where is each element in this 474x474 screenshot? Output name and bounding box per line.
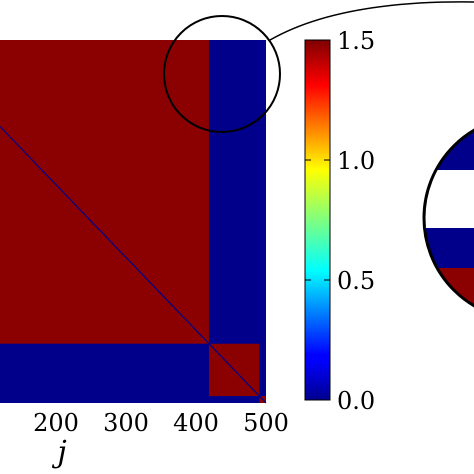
zoom-circle — [163, 15, 281, 133]
colorbar-tick-label: 0.0 — [337, 387, 375, 415]
zoom-inset — [422, 116, 474, 320]
colorbar: 0.0 0.5 1.0 1.5 — [304, 27, 375, 415]
x-tick-label: 400 — [173, 409, 219, 437]
zoom-connector-line — [269, 1, 474, 41]
x-tick-label: 500 — [243, 409, 289, 437]
x-tick-label: 300 — [103, 409, 149, 437]
inset-band-blue-1 — [424, 132, 474, 170]
colorbar-frame — [304, 39, 331, 401]
x-axis-label: j — [51, 435, 66, 470]
colorbar-tick-label: 1.5 — [337, 27, 375, 55]
heatmap-plot-area — [0, 40, 267, 404]
inset-band-white — [424, 170, 474, 228]
inset-band-red — [424, 268, 474, 320]
x-axis: 200 300 400 500 — [33, 409, 289, 437]
colorbar-tick-label: 1.0 — [337, 147, 375, 175]
inset-circle-border — [422, 128, 474, 308]
heatmap-block-1 — [0, 40, 209, 344]
x-tick-label: 200 — [33, 409, 79, 437]
colorbar-gradient — [305, 40, 330, 400]
heatmap-diagonal — [0, 126, 267, 404]
zoom-magnifier — [163, 1, 474, 133]
inset-band-top — [424, 116, 474, 134]
colorbar-tick-label: 0.5 — [337, 267, 375, 295]
